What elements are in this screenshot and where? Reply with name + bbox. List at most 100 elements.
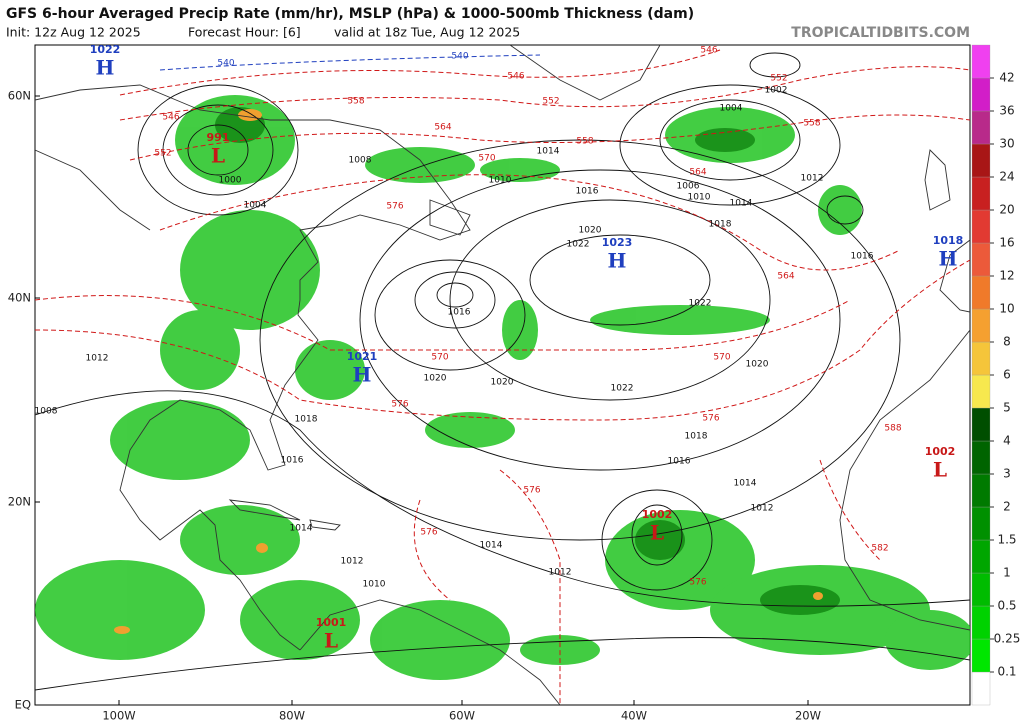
thickness-label: 552: [542, 97, 559, 107]
isobar-label: 1010: [688, 193, 711, 203]
isobar-label: 1016: [281, 456, 304, 466]
colorbar-segment: [971, 110, 991, 145]
thickness-label: 570: [713, 353, 730, 363]
isobar-label: 1012: [751, 504, 774, 514]
thickness-label: 570: [431, 353, 448, 363]
colorbar-label: 16: [999, 236, 1014, 250]
colorbar: 0.1 0.25 0.5 1 1.5 2 3 4 5 6 8 10 12 16 20 24 30 36 42: [971, 44, 1020, 706]
colorbar-label: 0.5: [997, 599, 1016, 613]
isobar-label: 1012: [86, 354, 109, 364]
isobar-label: 1014: [730, 199, 753, 209]
thickness-label: 546: [700, 46, 717, 56]
thickness-label: 576: [523, 486, 540, 496]
isobar-label: 1014: [734, 479, 757, 489]
isobar-label: 1016: [448, 308, 471, 318]
colorbar-label: 20: [999, 203, 1014, 217]
lat-label: 40N: [8, 291, 31, 305]
coastlines: [35, 45, 970, 705]
colorbar-segment: [971, 671, 991, 706]
isobar-label: 1014: [480, 541, 503, 551]
isobar-label: 1020: [746, 360, 769, 370]
center-value: 991: [207, 131, 230, 144]
colorbar-segment: [971, 77, 991, 112]
lon-label: 20W: [795, 709, 821, 723]
thickness-label: 576: [689, 578, 706, 588]
colorbar-segment: [971, 143, 991, 178]
colorbar-segment: [971, 44, 991, 79]
colorbar-label: 8: [1003, 335, 1011, 349]
colorbar-label: 1: [1003, 566, 1011, 580]
colorbar-segment: [971, 176, 991, 211]
center-letter: H: [939, 247, 958, 271]
thickness-label: 576: [702, 414, 719, 424]
lat-label: 60N: [8, 89, 31, 103]
thickness-label: 582: [871, 544, 888, 554]
colorbar-segment: [971, 473, 991, 508]
isobar-label: 1018: [295, 415, 318, 425]
isobar-label: 1014: [537, 147, 560, 157]
center-value: 1001: [316, 616, 347, 629]
colorbar-label: 0.1: [997, 665, 1016, 679]
thickness-label-blue: 540: [451, 52, 468, 62]
thickness-label: 564: [777, 272, 794, 282]
colorbar-label: 1.5: [997, 533, 1016, 547]
colorbar-segment: [971, 506, 991, 541]
colorbar-label: 12: [999, 269, 1014, 283]
isobar-label: 1004: [720, 104, 743, 114]
colorbar-label: 30: [999, 137, 1014, 151]
colorbar-label: 6: [1003, 368, 1011, 382]
title: GFS 6-hour Averaged Precip Rate (mm/hr),…: [6, 6, 694, 22]
colorbar-label: 42: [999, 71, 1014, 85]
isobar-label: 1022: [567, 240, 590, 250]
lat-label: 20N: [8, 495, 31, 509]
thickness-label: 558: [803, 119, 820, 129]
colorbar-segment: [971, 539, 991, 574]
colorbar-label: 3: [1003, 467, 1011, 481]
colorbar-segment: [971, 275, 991, 310]
isobar-label: 1002: [765, 86, 788, 96]
isobar-label: 1020: [491, 378, 514, 388]
thickness-lines: [35, 49, 970, 705]
thickness-label: 564: [689, 168, 706, 178]
colorbar-segment: [971, 572, 991, 607]
colorbar-label: 10: [999, 302, 1014, 316]
lat-label: EQ: [15, 698, 31, 712]
init-time: Init: 12z Aug 12 2025: [6, 25, 141, 40]
isobar-label: 1008: [349, 156, 372, 166]
isobar-label: 1016: [576, 187, 599, 197]
colorbar-segment: [971, 638, 991, 673]
thickness-label-blue: 540: [217, 59, 234, 69]
isobars: [35, 52, 970, 691]
colorbar-segment: [971, 308, 991, 343]
isobar-label: 1018: [685, 432, 708, 442]
colorbar-segment: [971, 440, 991, 475]
thickness-label: 564: [434, 123, 451, 133]
center-value: 1023: [602, 236, 633, 249]
colorbar-segment: [971, 605, 991, 640]
colorbar-segment: [971, 341, 991, 376]
isobar-label: 1012: [801, 174, 824, 184]
isobar-label: 1000: [219, 176, 242, 186]
map-axes: 60N 40N 20N EQ 100W 80W 60W 40W 20W: [8, 89, 821, 723]
colorbar-label: 5: [1003, 401, 1011, 415]
heavy-precip: [215, 107, 840, 615]
map: 1022H991L1021H1023H1018H1002L1002L1001L1…: [8, 44, 971, 723]
watermark: TROPICALTIDBITS.COM: [791, 25, 970, 41]
colorbar-segment: [971, 209, 991, 244]
colorbar-segment: [971, 374, 991, 409]
lon-label: 60W: [449, 709, 475, 723]
isobar-label: 1012: [549, 568, 572, 578]
colorbar-segment: [971, 407, 991, 442]
lon-label: 80W: [279, 709, 305, 723]
center-letter: H: [608, 249, 627, 273]
isobar-label: 1006: [677, 182, 700, 192]
center-value: 1021: [347, 350, 378, 363]
thickness-label: 546: [162, 113, 179, 123]
precip-areas: [35, 95, 970, 680]
isobar-label: 1022: [611, 384, 634, 394]
center-letter: L: [933, 458, 947, 482]
isobar-label: 1010: [363, 580, 386, 590]
colorbar-label: 4: [1003, 434, 1011, 448]
colorbar-label: 24: [999, 170, 1014, 184]
